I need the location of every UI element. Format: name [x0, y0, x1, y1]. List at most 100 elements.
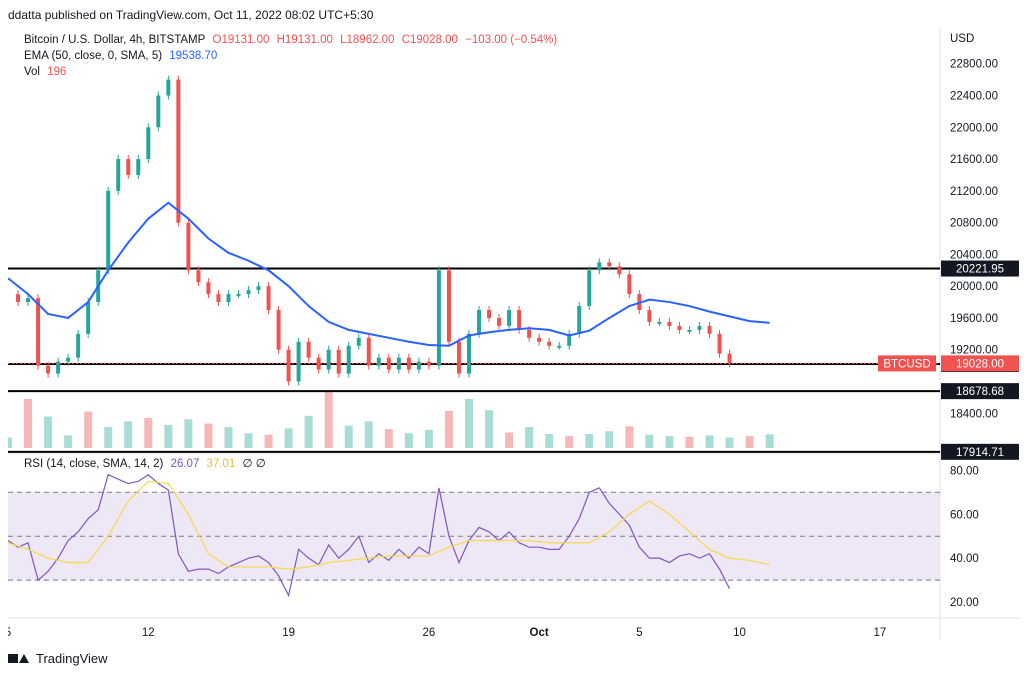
volume-bar	[645, 434, 654, 448]
volume-bar	[284, 428, 293, 448]
volume-bar	[64, 435, 73, 448]
volume-bar	[685, 436, 694, 448]
rsi-ma-line	[8, 480, 770, 570]
close-value: C19028.00	[401, 34, 458, 46]
ema-legend: EMA (50, close, 0, SMA, 5) 19538.70	[24, 50, 221, 62]
rsi-extra: ∅ ∅	[242, 458, 266, 470]
ema-label: EMA (50, close, 0, SMA, 5)	[24, 50, 163, 62]
volume-bar	[184, 419, 193, 448]
rsi-ma-value: 37.01	[206, 458, 236, 470]
level-price-tag	[941, 443, 1019, 460]
brand-label: TradingView	[36, 651, 108, 666]
ema-line	[8, 201, 770, 347]
time-tick-label: 26	[423, 627, 436, 639]
last-price-tag	[941, 355, 1019, 372]
vol-value: 196	[47, 66, 67, 78]
chart-canvas[interactable]: USD 22800.00 22400.00 22000.00 21600.00 21200…	[8, 28, 1020, 640]
time-tick-label: 17	[873, 627, 886, 639]
change-value: −103.00 (−0.54%)	[465, 34, 558, 46]
volume-bar	[765, 434, 774, 448]
price-tick-label: 22000.00	[950, 122, 998, 134]
volume-bar	[565, 436, 574, 448]
volume-bar	[605, 431, 614, 448]
price-tick-label: 21200.00	[950, 186, 998, 198]
price-tick-label: 20800.00	[950, 218, 998, 230]
volume-bar	[705, 435, 714, 448]
symbol-label: Bitcoin / U.S. Dollar, 4h, BITSTAMP	[24, 34, 206, 46]
rsi-line	[8, 473, 731, 598]
rsi-label: RSI (14, close, SMA, 14, 2)	[24, 458, 164, 470]
price-tick-label: 20000.00	[950, 281, 998, 293]
volume-bar	[8, 437, 12, 448]
volume-bar	[124, 421, 133, 448]
level-price-label: 17914.71	[956, 447, 1004, 459]
time-tick-label: 10	[733, 627, 746, 639]
price-tick-label: 22400.00	[950, 91, 998, 103]
open-value: O19131.00	[212, 34, 270, 46]
level-price-tag	[941, 260, 1019, 277]
last-price-label: 19028.00	[956, 358, 1004, 370]
time-tick-label: 5	[8, 627, 11, 639]
level-price-label: 20221.95	[956, 264, 1004, 276]
volume-bar	[665, 436, 674, 448]
volume-bar	[585, 434, 594, 448]
vol-legend: Vol 196	[24, 66, 70, 78]
currency-label: USD	[950, 33, 974, 45]
volume-bar	[224, 427, 233, 448]
volume-bar	[104, 427, 113, 448]
price-tick-label: 20400.00	[950, 249, 998, 261]
volume-bar	[384, 429, 393, 448]
price-tick-label: 19600.00	[950, 313, 998, 325]
volume-bar	[244, 433, 253, 448]
volume-bar	[264, 434, 273, 448]
volume-bar	[424, 429, 433, 448]
volume-bar	[304, 415, 313, 448]
volume-bar	[525, 427, 534, 448]
volume-bar	[204, 423, 213, 448]
price-tick-label: 21600.00	[950, 154, 998, 166]
volume-bar	[164, 424, 173, 448]
volume-bar	[444, 410, 453, 448]
rsi-tick-label: 40.00	[950, 553, 979, 565]
time-tick-label: 5	[636, 627, 642, 639]
volume-bar	[505, 432, 514, 448]
time-tick-label: 19	[282, 627, 295, 639]
volume-bar	[44, 416, 53, 448]
volume-bar	[344, 425, 353, 448]
price-tick-label: 18400.00	[950, 408, 998, 420]
ema-value: 19538.70	[169, 50, 218, 62]
price-tick-label: 19200.00	[950, 345, 998, 357]
time-tick-label: Oct	[530, 627, 549, 639]
volume-bar	[404, 433, 413, 448]
main-legend: Bitcoin / U.S. Dollar, 4h, BITSTAMP O191…	[24, 34, 561, 46]
volume-bar	[625, 426, 634, 448]
tradingview-logo-icon	[8, 652, 30, 666]
volume-bar	[725, 437, 734, 448]
rsi-tick-label: 60.00	[950, 509, 979, 521]
high-value: H19131.00	[276, 34, 333, 46]
volume-bar	[324, 392, 333, 448]
low-value: L18962.00	[340, 34, 395, 46]
volume-bar	[745, 436, 754, 448]
volume-bar	[144, 417, 153, 448]
level-price-tag	[941, 383, 1019, 400]
tradingview-footer[interactable]: TradingView	[8, 651, 108, 666]
level-price-label: 18678.68	[956, 386, 1004, 398]
volume-bar	[84, 411, 93, 448]
rsi-tick-label: 80.00	[950, 465, 979, 477]
vol-label: Vol	[24, 66, 40, 78]
volume-bar	[24, 399, 33, 448]
symbol-tag-label: BTCUSD	[883, 358, 930, 370]
price-tick-label: 22800.00	[950, 59, 998, 71]
chart-frame[interactable]: USD 22800.00 22400.00 22000.00 21600.00 21200…	[8, 28, 1020, 640]
volume-bar	[485, 410, 494, 448]
rsi-legend: RSI (14, close, SMA, 14, 2) 26.07 37.01 …	[24, 456, 270, 470]
symbol-tag	[878, 355, 936, 372]
time-tick-label: 12	[142, 627, 155, 639]
rsi-tick-label: 20.00	[950, 597, 979, 609]
volume-bar	[464, 399, 473, 448]
rsi-value: 26.07	[170, 458, 200, 470]
publish-line: ddatta published on TradingView.com, Oct…	[8, 8, 374, 22]
volume-bar	[364, 421, 373, 448]
volume-bar	[545, 434, 554, 448]
